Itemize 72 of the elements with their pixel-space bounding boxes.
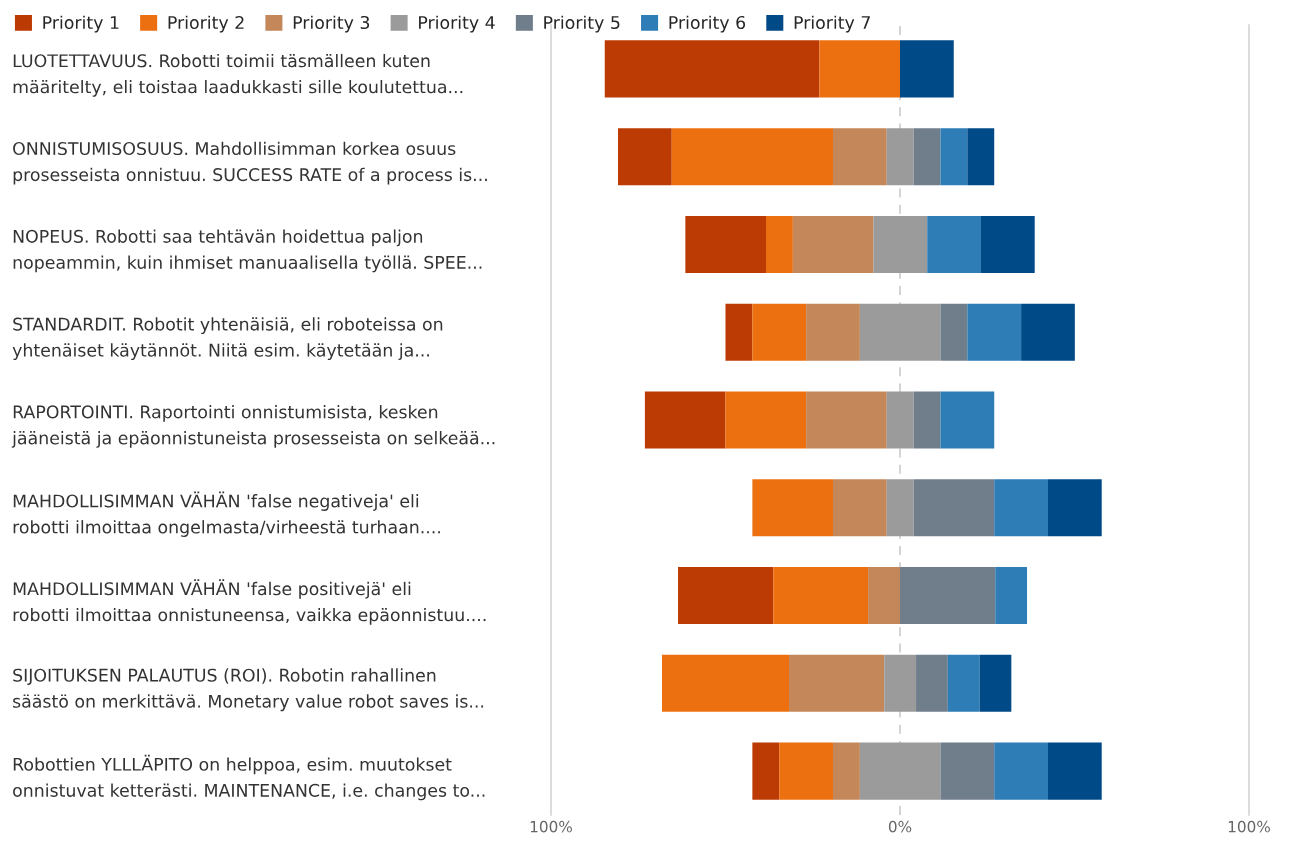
bar	[913, 391, 941, 449]
bar	[913, 479, 995, 537]
bar	[792, 215, 874, 273]
y-tick-label: MAHDOLLISIMMAN VÄHÄN 'false positivejä' eli robotti ilmoittaa onnistuneensa, vaikka epäonnistuu....	[13, 579, 486, 625]
bar	[886, 479, 914, 537]
legend-label: Priority 2	[168, 15, 244, 33]
bar	[779, 742, 833, 800]
legend-label: Priority 3	[293, 15, 370, 33]
bar	[940, 391, 995, 449]
bar	[806, 303, 860, 361]
bar	[1021, 303, 1075, 361]
bar	[940, 303, 968, 361]
bar	[873, 215, 928, 273]
bar	[859, 742, 941, 800]
bar	[940, 128, 968, 186]
bar	[661, 654, 790, 712]
bar	[967, 128, 995, 186]
bar	[618, 128, 672, 186]
bar	[1047, 479, 1102, 537]
bar	[927, 215, 981, 273]
bar	[980, 215, 1035, 273]
bar	[671, 128, 833, 186]
bar	[806, 391, 887, 449]
bar	[765, 215, 793, 273]
bar	[994, 742, 1048, 800]
legend-label: Priority 6	[669, 15, 746, 33]
bar	[859, 303, 941, 361]
bar	[947, 654, 980, 712]
bar	[900, 40, 954, 98]
legend-label: Priority 7	[794, 15, 870, 33]
bar	[1047, 742, 1102, 800]
bar	[916, 654, 948, 712]
bar	[832, 128, 887, 186]
bar	[644, 391, 726, 449]
y-tick-label: ONNISTUMISOSUUS. Mahdollisimman korkea osuus prosesseista onnistuu. SUCCESS RATE of a process is...	[13, 141, 487, 185]
bar	[752, 742, 780, 800]
bar	[773, 567, 869, 625]
bar	[967, 303, 1022, 361]
y-tick-label: STANDARDIT. Robotit yhtenäisiä, eli roboteissa on yhtenäiset käytännöt. Niitä esim. käytetään ja...	[12, 317, 443, 361]
bar	[725, 303, 753, 361]
bar	[995, 567, 1028, 625]
bar	[900, 567, 996, 625]
legend-label: Priority 4	[419, 15, 495, 33]
legend-label: Priority 5	[544, 15, 620, 33]
bar	[868, 567, 900, 625]
bar	[979, 654, 1012, 712]
bar	[832, 479, 887, 537]
bar	[913, 128, 941, 186]
bar	[678, 567, 774, 625]
bar	[886, 128, 914, 186]
bar	[940, 742, 995, 800]
bar	[832, 742, 860, 800]
x-tick-label: 100%	[530, 820, 572, 833]
bar	[884, 654, 917, 712]
y-tick-label: Robottien YLLLÄPITO on helppoa, esim. muutokset onnistuvat ketterästi. MAINTENANCE, i.e. changes to...	[13, 754, 485, 801]
y-tick-label: MAHDOLLISIMMAN VÄHÄN 'false negativeja' eli robotti ilmoittaa ongelmasta/virheestä turhaan....	[13, 491, 440, 537]
y-tick-label: RAPORTOINTI. Raportointi onnistumisista, kesken jääneistä ja epäonnistuneista prosesseista on selkeää...	[11, 405, 495, 448]
bar	[604, 40, 820, 98]
bar	[886, 391, 914, 449]
legend-label: Priority 1	[43, 15, 119, 33]
y-tick-label: SIJOITUKSEN PALAUTUS (ROI). Robotin rahallinen säästö on merkittävä. Monetary value robot saves is...	[13, 668, 484, 712]
y-tick-label: LUOTETTAVUUS. Robotti toimii täsmälleen kuten määritelty, eli toistaa laadukkasti sille koulutettua...	[13, 53, 463, 97]
bar	[685, 215, 766, 273]
bar	[789, 654, 885, 712]
bar	[994, 479, 1048, 537]
bar	[725, 391, 807, 449]
x-tick-label: 100%	[1228, 820, 1270, 833]
x-tick-label: 0%	[888, 820, 912, 833]
y-tick-label: NOPEUS. Robotti saa tehtävän hoidettua paljon nopeammin, kuin ihmiset manuaalisella työllä. SPEE...	[13, 229, 482, 273]
bar	[752, 303, 807, 361]
bar	[752, 479, 833, 537]
bar	[819, 40, 900, 98]
